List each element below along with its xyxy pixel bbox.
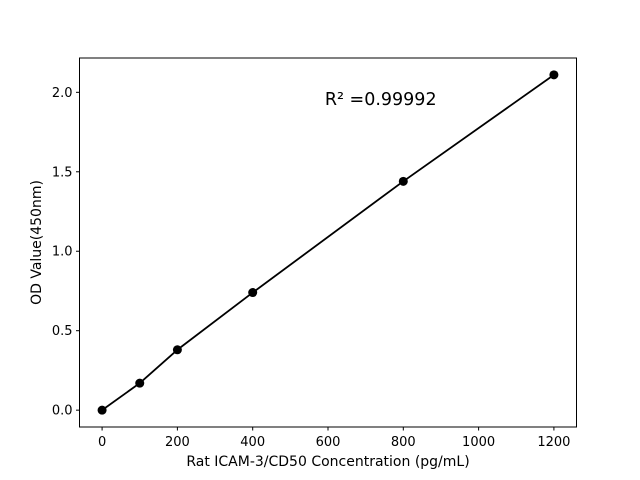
y-axis-tick-label: 1.5 (52, 165, 73, 180)
x-axis-tick-label: 800 (391, 435, 416, 450)
standard-curve-line (101, 73, 555, 412)
x-axis-label: Rat ICAM-3/CD50 Concentration (pg/mL) (186, 454, 469, 470)
x-axis-tick-label: 0 (98, 435, 106, 450)
data-point (248, 288, 258, 298)
y-axis-label: OD Value(450nm) (29, 180, 45, 305)
x-axis-tick-label: 1000 (462, 435, 495, 450)
data-point (172, 345, 182, 355)
y-axis-tick-label: 0.0 (52, 404, 73, 419)
r-squared-annotation: R² =0.99992 (325, 90, 437, 110)
x-axis-tick-label: 200 (165, 435, 190, 450)
data-point (97, 405, 107, 415)
data-point (549, 70, 559, 80)
y-axis-tick-label: 0.5 (52, 324, 73, 339)
data-point (398, 176, 408, 186)
x-axis-tick-label: 400 (240, 435, 265, 450)
x-axis-tick-label: 1200 (537, 435, 570, 450)
x-axis-tick-label: 600 (316, 435, 341, 450)
y-axis-tick-label: 1.0 (52, 245, 73, 260)
data-point (135, 378, 145, 388)
y-axis-tick-label: 2.0 (52, 86, 73, 101)
